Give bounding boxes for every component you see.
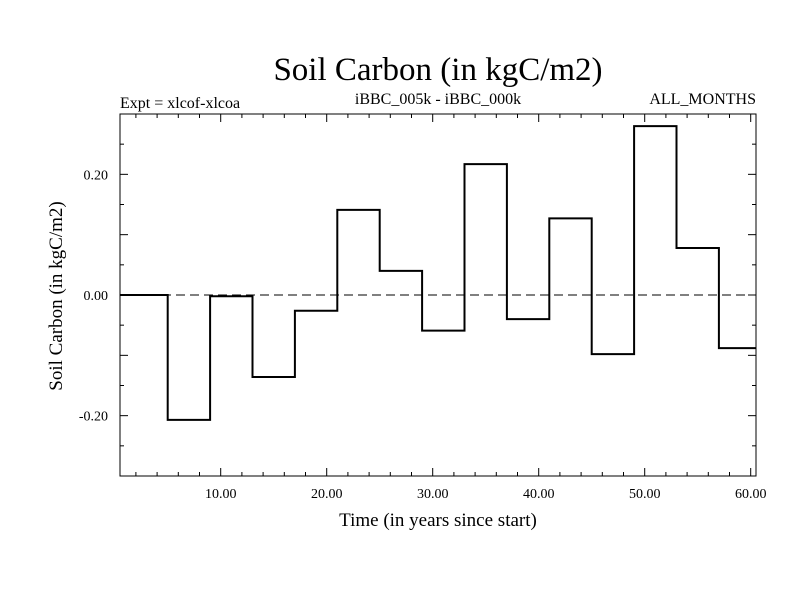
x-axis-label: Time (in years since start) [339,510,537,531]
plot-frame [119,113,757,477]
y-tick-label: 0.20 [84,168,109,183]
x-tick-label: 20.00 [311,487,343,502]
x-tick-label: 50.00 [629,487,661,502]
y-tick-label: -0.20 [79,410,108,425]
experiment-label: Expt = xlcof-xlcoa [120,95,240,112]
x-tick-label: 40.00 [523,487,555,502]
x-tick-label: 10.00 [205,487,237,502]
period-label: ALL_MONTHS [649,91,756,108]
x-tick-label: 30.00 [417,487,449,502]
y-tick-label: 0.00 [84,289,109,304]
y-axis-label: Soil Carbon (in kgC/m2) [46,201,67,390]
comparison-label: iBBC_005k - iBBC_000k [355,91,521,108]
series-line [120,125,756,421]
x-tick-label: 60.00 [735,487,767,502]
chart-title: Soil Carbon (in kgC/m2) [273,52,602,88]
